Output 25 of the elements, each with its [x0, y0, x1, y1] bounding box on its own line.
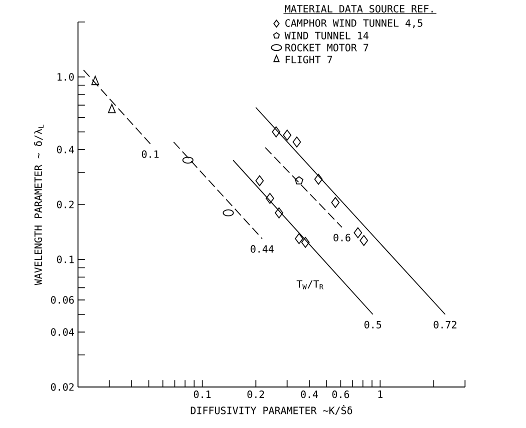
x-tick-label: 1 — [378, 390, 382, 398]
legend-label: WIND TUNNEL 14 — [284, 32, 368, 40]
y-axis-title: WAVELENGTH PARAMETER ~ δ/λ$_{L}$ — [34, 124, 44, 286]
annotation: 0.72 — [434, 320, 456, 328]
annotation: 0.1 — [142, 150, 159, 158]
y-tick-label: 0.2 — [57, 200, 74, 208]
x-axis-title: DIFFUSIVITY PARAMETER ~K/Ṡδ — [190, 404, 352, 416]
y-tick-label: 0.04 — [51, 328, 74, 336]
annotation: 0.5 — [364, 320, 382, 328]
annotation: 0.44 — [250, 245, 274, 253]
legend-title: MATERIAL DATA SOURCE REF. — [285, 4, 433, 12]
x-tick-label: 0.2 — [247, 390, 264, 398]
legend-label: CAMPHOR WIND TUNNEL 4,5 — [285, 19, 422, 28]
x-tick-label: 0.1 — [194, 390, 211, 398]
annotation: T$_{W}$/T$_{R}$ — [296, 280, 324, 290]
y-tick-label: 1.0 — [58, 73, 74, 81]
legend-label: FLIGHT 7 — [286, 56, 332, 64]
x-tick-label: 0.4 — [301, 390, 318, 398]
y-tick-label: 0.02 — [51, 383, 74, 391]
y-tick-label: 0.4 — [57, 146, 74, 154]
legend-label: ROCKET MOTOR 7 — [285, 44, 368, 52]
y-tick-label: 0.1 — [57, 256, 74, 264]
y-tick-label: 0.06 — [51, 296, 74, 304]
x-tick-label: 0.6 — [332, 390, 350, 398]
annotation: 0.6 — [334, 234, 350, 242]
